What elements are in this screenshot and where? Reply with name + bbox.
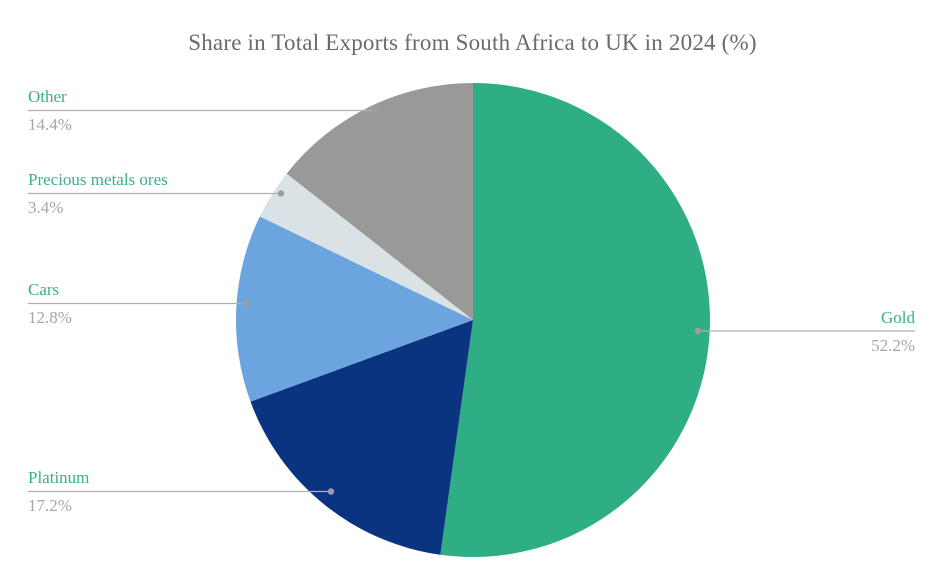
category-label: Other: [28, 87, 67, 106]
label-platinum: Platinum 17.2%: [28, 468, 89, 516]
pie-slice-precious-metals-ores: [259, 173, 473, 320]
pie-slice-cars: [235, 216, 473, 402]
category-label: Gold: [881, 308, 915, 327]
category-value: 17.2%: [28, 496, 72, 515]
pie-slice-platinum: [250, 320, 473, 555]
label-gold: Gold 52.2%: [871, 308, 915, 356]
leader-dot-platinum: [327, 488, 335, 495]
category-value: 52.2%: [871, 336, 915, 355]
label-precious-metals-ores: Precious metals ores 3.4%: [28, 170, 168, 218]
leader-dot-cars: [242, 300, 250, 307]
leader-lines: [28, 107, 915, 495]
pie-slices: [235, 82, 710, 557]
category-label: Precious metals ores: [28, 170, 168, 189]
label-cars: Cars 12.8%: [28, 280, 72, 328]
category-value: 14.4%: [28, 115, 72, 134]
pie-slice-other: [286, 82, 473, 320]
leader-dot-precious-metals-ores: [277, 190, 285, 197]
chart-title: Share in Total Exports from South Africa…: [188, 30, 757, 55]
leader-dot-gold: [694, 327, 702, 335]
leader-dot-other: [370, 107, 378, 114]
category-value: 3.4%: [28, 198, 64, 217]
category-label: Platinum: [28, 468, 90, 487]
category-label: Cars: [28, 280, 60, 299]
pie-slice-gold: [440, 83, 710, 557]
label-other: Other 14.4%: [28, 87, 72, 135]
category-value: 12.8%: [28, 308, 72, 327]
